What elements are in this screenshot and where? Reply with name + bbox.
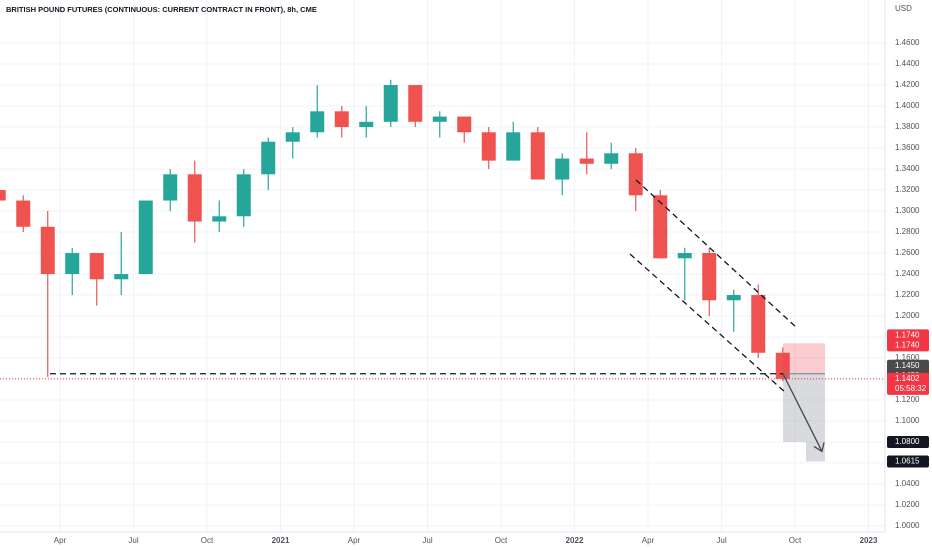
candle-body [65,253,80,275]
candle-body [506,132,521,161]
x-tick-label: 2023 [860,536,878,545]
y-tick-label: 1.2600 [895,248,920,257]
candle-body [138,200,153,275]
y-tick-label: 1.1200 [895,395,920,404]
y-tick-label: 1.2400 [895,269,920,278]
y-tick-label: 1.1000 [895,416,920,425]
y-tick-label: 1.1600 [895,353,920,362]
candle-body [408,85,423,122]
arrow [782,373,823,452]
y-tick-label: 1.4400 [895,59,920,68]
x-tick-label: Jul [716,536,726,545]
price-label: 1.0615 [895,457,920,466]
candle-body [0,190,6,201]
x-tick-label: 2022 [566,536,584,545]
x-tick-label: Oct [495,536,508,545]
candle-body [89,253,104,280]
candle-body [334,111,349,128]
y-tick-label: 1.3600 [895,143,920,152]
candle-body [653,195,668,259]
countdown: 05:58:32 [895,384,927,393]
candle-body [310,111,325,133]
candle-body [604,153,619,164]
x-tick-label: Apr [54,536,67,545]
x-tick-label: Jul [128,536,138,545]
candle-body [187,174,202,222]
y-tick-label: 1.4200 [895,80,920,89]
plot [0,79,885,462]
channel-upper [635,179,798,329]
chart-title: BRITISH POUND FUTURES (CONTINUOUS: CURRE… [6,5,317,14]
candle-body [457,116,472,133]
candle-body [383,85,398,122]
candle-body [114,274,129,280]
y-tick-label: 1.3200 [895,185,920,194]
candle-body [16,200,31,227]
candle-body [530,132,545,180]
x-tick-label: Apr [642,536,655,545]
x-tick-label: Apr [348,536,361,545]
last-price-box [887,372,929,395]
stop-box [783,373,825,443]
currency: USD [895,4,912,13]
y-tick-label: 1.3400 [895,164,920,173]
x-tick-label: Oct [789,536,802,545]
last-price-label: 1.1402 [895,374,920,383]
candle-body [236,174,251,217]
candle-body [359,121,374,128]
x-tick-label: Jul [422,536,432,545]
price-label-box [887,329,929,352]
candle-body [212,216,227,222]
y-tick-label: 1.0400 [895,479,920,488]
candle-body [702,253,717,301]
price-label: 1.1740 [895,330,920,339]
y-tick-label: 1.0000 [895,521,920,530]
price-label-box [887,436,929,449]
price-label: 1.1740 [895,340,920,349]
candle-body [555,158,570,180]
candle-body [775,352,790,379]
target-box [783,343,825,374]
candle-body [285,132,300,142]
y-tick-label: 1.2000 [895,311,920,320]
price-label-box [887,455,929,468]
candle-body [579,158,594,164]
x-tick-label: 2021 [272,536,290,545]
price-label: 1.1450 [895,361,920,370]
candle-body [751,295,766,353]
candle-body [628,153,643,196]
y-tick-label: 1.4600 [895,38,920,47]
y-tick-label: 1.4000 [895,101,920,110]
candle-body [261,141,276,175]
price-label: 1.0800 [895,437,920,446]
candle-body [163,174,178,201]
arrow-head [813,442,825,453]
candle-body [481,132,496,161]
y-tick-label: 1.3800 [895,122,920,131]
x-tick-label: Oct [201,536,214,545]
candle-body [432,116,447,122]
candle-body [40,226,55,275]
y-tick-label: 1.2800 [895,227,920,236]
y-tick-label: 1.2200 [895,290,920,299]
channel-lower [629,253,786,393]
y-tick-label: 1.3000 [895,206,920,215]
drawings [629,179,798,393]
candle-body [677,253,692,259]
candle-body [726,295,741,301]
y-tick-label: 1.0200 [895,500,920,509]
grid [0,0,885,532]
